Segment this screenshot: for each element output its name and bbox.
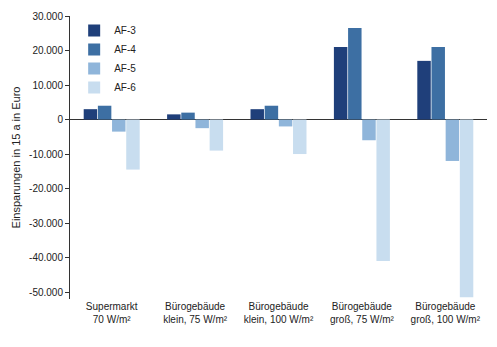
svg-text:30.000: 30.000 xyxy=(32,11,63,22)
svg-text:AF-5: AF-5 xyxy=(114,63,136,74)
svg-text:AF-3: AF-3 xyxy=(114,25,136,36)
svg-text:Bürogebäudegroß, 100 W/m²: Bürogebäudegroß, 100 W/m² xyxy=(411,301,481,325)
svg-text:0: 0 xyxy=(57,114,63,125)
svg-text:AF-6: AF-6 xyxy=(114,82,136,93)
svg-text:-10.000: -10.000 xyxy=(29,149,63,160)
svg-text:-20.000: -20.000 xyxy=(29,183,63,194)
svg-text:Einsparungen in 15 a in Euro: Einsparungen in 15 a in Euro xyxy=(10,87,22,229)
svg-text:Bürogebäudeklein, 75 W/m²: Bürogebäudeklein, 75 W/m² xyxy=(163,301,228,325)
svg-text:-50.000: -50.000 xyxy=(29,287,63,298)
svg-text:Bürogebäudeklein, 100 W/m²: Bürogebäudeklein, 100 W/m² xyxy=(244,301,314,325)
svg-text:10.000: 10.000 xyxy=(32,80,63,91)
svg-text:Supermarkt70 W/m²: Supermarkt70 W/m² xyxy=(86,301,138,325)
svg-text:Bürogebäudegroß, 75 W/m²: Bürogebäudegroß, 75 W/m² xyxy=(330,301,395,325)
svg-text:-40.000: -40.000 xyxy=(29,252,63,263)
svg-text:-30.000: -30.000 xyxy=(29,218,63,229)
svg-text:20.000: 20.000 xyxy=(32,45,63,56)
svg-text:AF-4: AF-4 xyxy=(114,44,136,55)
